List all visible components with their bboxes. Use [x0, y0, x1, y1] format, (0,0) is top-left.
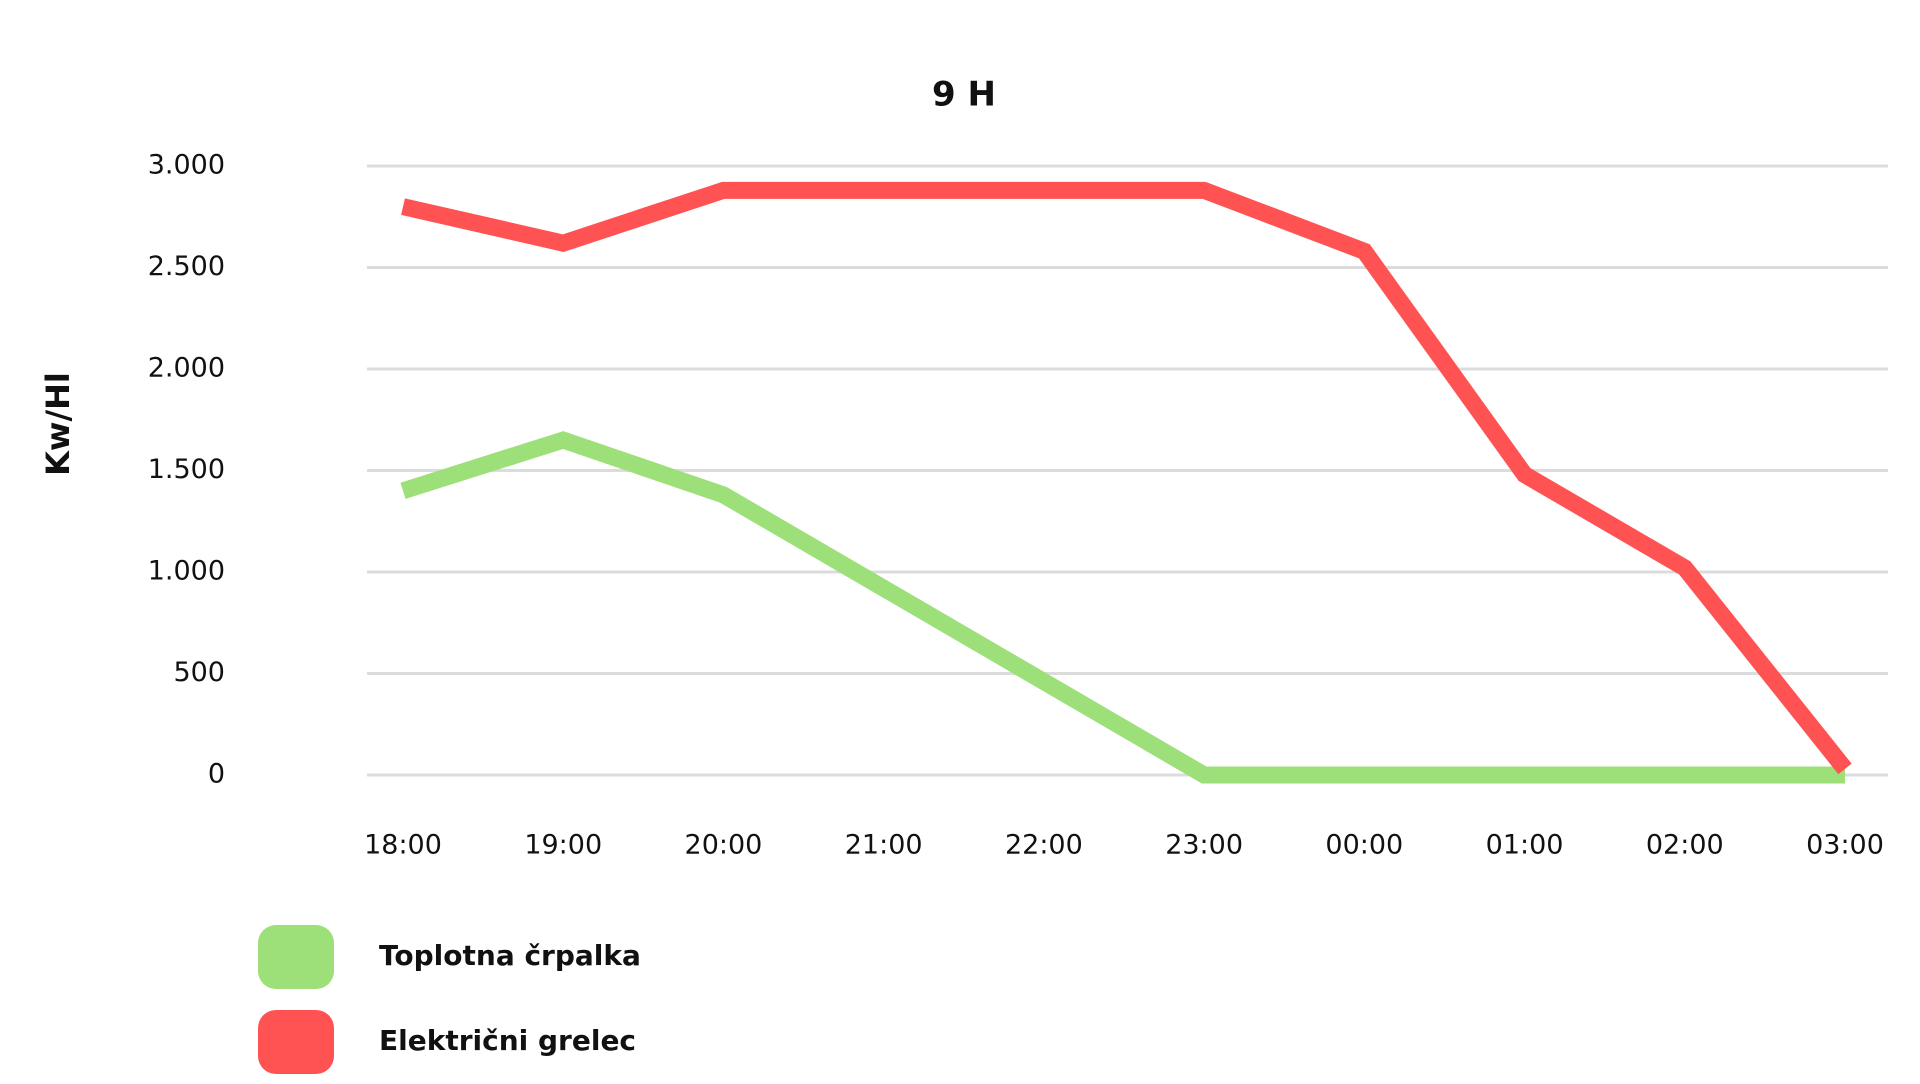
x-tick-label: 19:00: [524, 830, 602, 861]
x-tick-label: 02:00: [1646, 830, 1724, 861]
y-tick-label: 2.000: [148, 353, 225, 384]
x-tick-label: 03:00: [1806, 830, 1884, 861]
x-tick-label: 00:00: [1325, 830, 1403, 861]
y-tick-label: 500: [173, 657, 225, 688]
legend-label: Električni grelec: [379, 1024, 636, 1057]
y-tick-label: 3.000: [148, 150, 225, 181]
y-tick-label: 1.000: [148, 556, 225, 587]
legend-swatch: [258, 1010, 334, 1074]
y-axis-label: Kw/Hl: [39, 372, 77, 476]
x-tick-label: 20:00: [685, 830, 763, 861]
series-line: [400, 431, 1845, 784]
x-tick-label: 23:00: [1165, 830, 1243, 861]
y-tick-label: 2.500: [148, 251, 225, 282]
x-tick-label: 18:00: [364, 830, 442, 861]
legend-swatch: [258, 925, 334, 989]
x-tick-label: 01:00: [1486, 830, 1564, 861]
x-tick-label: 21:00: [845, 830, 923, 861]
y-tick-label: 0: [208, 759, 225, 790]
chart-title: 9 H: [932, 75, 996, 115]
legend-label: Toplotna črpalka: [379, 939, 641, 972]
x-tick-label: 22:00: [1005, 830, 1083, 861]
y-tick-label: 1.500: [148, 454, 225, 485]
series-line: [401, 181, 1852, 775]
